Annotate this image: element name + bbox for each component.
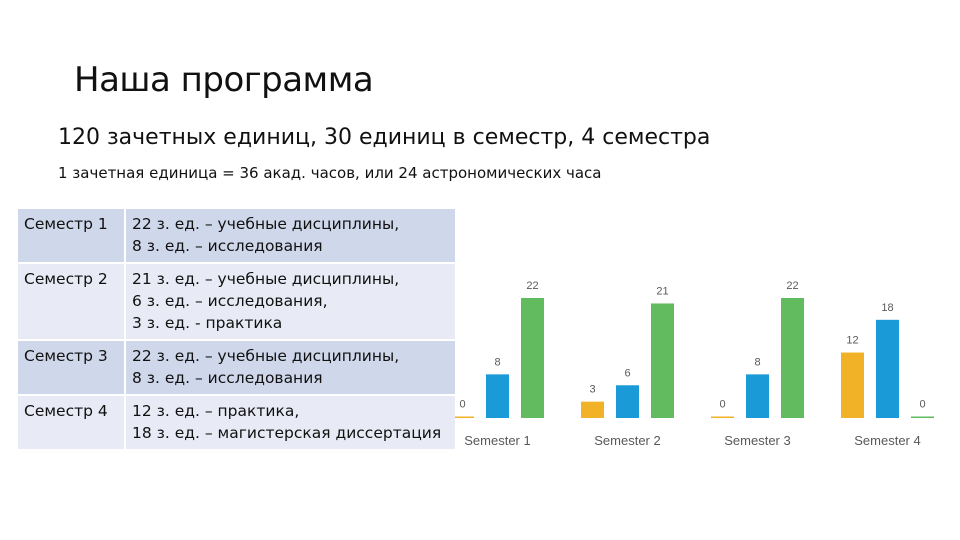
semester-description: 22 з. ед. – учебные дисциплины, 8 з. ед.… (125, 340, 455, 396)
category-label: Semester 2 (594, 433, 660, 448)
table-row: Семестр 1 22 з. ед. – учебные дисциплины… (18, 209, 455, 264)
category-label: Semester 3 (724, 433, 790, 448)
bar-3-3 (781, 298, 804, 418)
table-row: Семестр 4 12 з. ед. – практика, 18 з. ед… (18, 395, 455, 451)
semester-name: Семестр 2 (18, 263, 126, 341)
data-label: 22 (526, 280, 538, 292)
credit-note: 1 зачетная единица = 36 акад. часов, или… (58, 164, 602, 182)
description-line: 12 з. ед. – практика, (132, 402, 300, 420)
bar-3-2 (746, 374, 769, 418)
table-row: Семестр 3 22 з. ед. – учебные дисциплины… (18, 340, 455, 396)
bar-4-1 (841, 352, 864, 418)
category-label: Semester 4 (854, 433, 920, 448)
bar-2-3 (651, 303, 674, 418)
semester-name: Семестр 4 (18, 395, 126, 451)
semester-name: Семестр 1 (18, 209, 126, 264)
bar-4-2 (876, 319, 899, 418)
bar-2-2 (616, 385, 639, 418)
data-label: 3 (589, 384, 595, 396)
data-label: 12 (846, 335, 858, 347)
table-row: Семестр 2 21 з. ед. – учебные дисциплины… (18, 263, 455, 341)
semester-description: 22 з. ед. – учебные дисциплины, 8 з. ед.… (125, 209, 455, 264)
data-label: 22 (786, 280, 798, 292)
semester-name: Семестр 3 (18, 340, 126, 396)
data-label: 6 (624, 367, 630, 379)
bar-1-2 (486, 374, 509, 418)
bar-chart: 0 8 22 Semester 1 3 6 21 Semester 2 0 8 22 Semester… (455, 280, 934, 448)
bar-1-3 (521, 298, 544, 418)
data-label: 18 (881, 302, 893, 314)
description-line: 8 з. ед. – исследования (132, 237, 323, 255)
description-line: 22 з. ед. – учебные дисциплины, (132, 347, 400, 365)
data-label: 8 (754, 356, 760, 368)
page-title: Наша программа (74, 60, 374, 100)
description-line: 21 з. ед. – учебные дисциплины, (132, 270, 400, 288)
bar-1-1 (455, 416, 474, 418)
data-label: 8 (494, 356, 500, 368)
data-label: 0 (919, 399, 925, 411)
bar-3-1 (711, 416, 734, 418)
description-line: 22 з. ед. – учебные дисциплины, (132, 215, 400, 233)
page-subtitle: 120 зачетных единиц, 30 единиц в семестр… (58, 125, 711, 150)
category-label: Semester 1 (464, 433, 530, 448)
description-line: 3 з. ед. - практика (132, 314, 283, 332)
description-line: 6 з. ед. – исследования, (132, 292, 328, 310)
data-label: 0 (459, 399, 465, 411)
bar-2-1 (581, 401, 604, 418)
bar-4-3 (911, 416, 934, 418)
description-line: 18 з. ед. – магистерская диссертация (132, 424, 442, 442)
data-label: 21 (656, 285, 668, 297)
semester-description: 12 з. ед. – практика, 18 з. ед. – магист… (125, 395, 455, 451)
semester-table: Семестр 1 22 з. ед. – учебные дисциплины… (18, 209, 455, 451)
data-label: 0 (719, 399, 725, 411)
semester-description: 21 з. ед. – учебные дисциплины, 6 з. ед.… (125, 263, 455, 341)
description-line: 8 з. ед. – исследования (132, 369, 323, 387)
